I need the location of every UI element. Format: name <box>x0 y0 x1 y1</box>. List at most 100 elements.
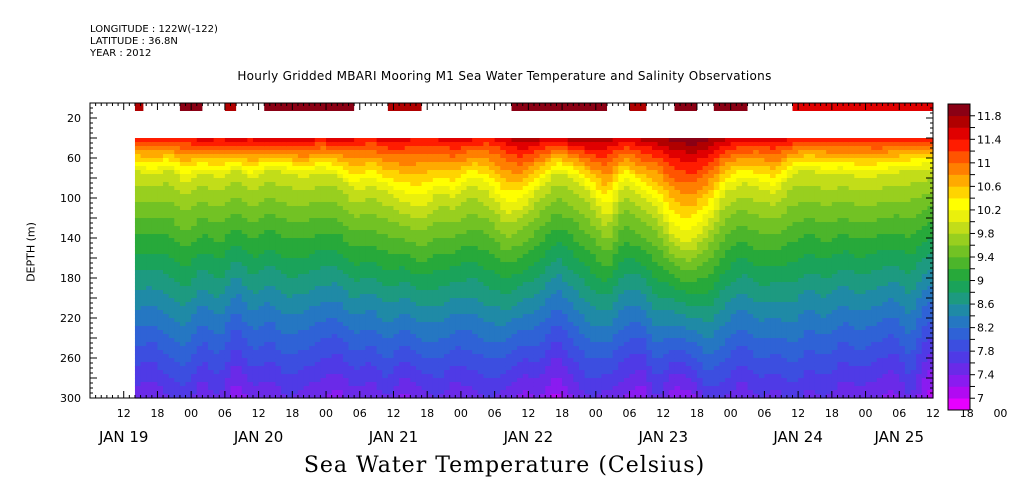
heatmap-cell <box>185 162 192 167</box>
heatmap-cell <box>320 258 327 263</box>
heatmap-cell <box>326 302 333 307</box>
heatmap-cell <box>219 254 226 259</box>
heatmap-cell <box>286 378 293 383</box>
heatmap-cell <box>326 374 333 379</box>
heatmap-cell <box>382 138 389 143</box>
heatmap-cell <box>382 334 389 339</box>
heatmap-cell <box>224 166 232 171</box>
heatmap-cell <box>556 294 563 299</box>
heatmap-cell <box>342 378 350 383</box>
heatmap-cell <box>477 174 484 179</box>
heatmap-cell <box>213 338 220 343</box>
heatmap-cell <box>151 242 159 247</box>
heatmap-cell <box>483 182 490 187</box>
heatmap-cell <box>134 294 142 299</box>
heatmap-cell <box>427 174 434 179</box>
heatmap-cell <box>533 234 541 239</box>
heatmap-cell <box>348 206 355 211</box>
heatmap-cell <box>466 382 473 387</box>
heatmap-cell <box>432 190 440 195</box>
heatmap-cell <box>297 158 305 163</box>
heatmap-cell <box>286 166 293 171</box>
heatmap-cell <box>460 258 468 263</box>
heatmap-cell <box>500 150 507 155</box>
heatmap-cell <box>241 350 248 355</box>
heatmap-cell <box>230 254 237 259</box>
heatmap-cell <box>224 250 232 255</box>
heatmap-cell <box>354 206 361 211</box>
heatmap-cell <box>140 186 147 191</box>
heatmap-cell <box>489 146 496 151</box>
heatmap-cell <box>562 258 569 263</box>
heatmap-cell <box>151 322 159 327</box>
heatmap-cell <box>382 158 389 163</box>
heatmap-cell <box>230 382 237 387</box>
heatmap-cell <box>213 302 220 307</box>
heatmap-cell <box>376 350 383 355</box>
heatmap-cell <box>399 290 406 295</box>
heatmap-cell <box>382 286 389 291</box>
heatmap-cell <box>174 386 181 391</box>
heatmap-cell <box>489 182 496 187</box>
heatmap-cell <box>202 294 209 299</box>
heatmap-cell <box>483 394 490 399</box>
heatmap-cell <box>444 162 451 167</box>
heatmap-cell <box>376 178 383 183</box>
heatmap-cell <box>415 258 423 263</box>
heatmap-cell <box>348 306 355 311</box>
heatmap-cell <box>264 262 271 267</box>
heatmap-cell <box>174 294 181 299</box>
heatmap-cell <box>258 138 265 143</box>
heatmap-cell <box>179 142 187 147</box>
heatmap-cell <box>179 290 187 295</box>
heatmap-cell <box>393 286 400 291</box>
heatmap-cell <box>387 198 395 203</box>
heatmap-cell <box>191 222 198 227</box>
heatmap-cell <box>365 218 372 223</box>
heatmap-cell <box>477 342 484 347</box>
heatmap-cell <box>404 382 411 387</box>
heatmap-cell <box>399 278 406 283</box>
heatmap-cell <box>241 266 248 271</box>
heatmap-cell <box>382 330 389 335</box>
heatmap-cell <box>432 170 440 175</box>
heatmap-cell <box>404 370 411 375</box>
heatmap-cell <box>174 202 181 207</box>
heatmap-cell <box>326 310 333 315</box>
heatmap-cell <box>314 262 322 267</box>
heatmap-cell <box>421 190 428 195</box>
heatmap-cell <box>455 198 462 203</box>
heatmap-cell <box>331 186 338 191</box>
heatmap-cell <box>494 234 501 239</box>
heatmap-cell <box>545 386 552 391</box>
heatmap-cell <box>247 162 254 167</box>
heatmap-cell <box>472 334 479 339</box>
heatmap-cell <box>202 162 209 167</box>
heatmap-cell <box>556 378 563 383</box>
heatmap-cell <box>179 254 187 259</box>
heatmap-cell <box>264 266 271 271</box>
heatmap-cell <box>230 186 237 191</box>
heatmap-cell <box>208 146 215 151</box>
heatmap-cell <box>331 346 338 351</box>
heatmap-cell <box>415 314 423 319</box>
heatmap-cell <box>303 342 310 347</box>
heatmap-cell <box>550 242 558 247</box>
heatmap-cell <box>247 190 254 195</box>
heatmap-cell <box>517 138 524 143</box>
heatmap-cell <box>224 358 232 363</box>
heatmap-cell <box>314 282 322 287</box>
heatmap-cell <box>337 306 344 311</box>
heatmap-cell <box>505 386 513 391</box>
heatmap-cell <box>309 206 316 211</box>
heatmap-cell <box>387 162 395 167</box>
heatmap-cell <box>342 254 350 259</box>
heatmap-cell <box>404 186 411 191</box>
heatmap-cell <box>545 290 552 295</box>
heatmap-cell <box>230 286 237 291</box>
heatmap-cell <box>269 138 277 143</box>
heatmap-cell <box>252 170 260 175</box>
heatmap-cell <box>258 250 265 255</box>
heatmap-cell <box>410 170 417 175</box>
heatmap-cell <box>320 186 327 191</box>
